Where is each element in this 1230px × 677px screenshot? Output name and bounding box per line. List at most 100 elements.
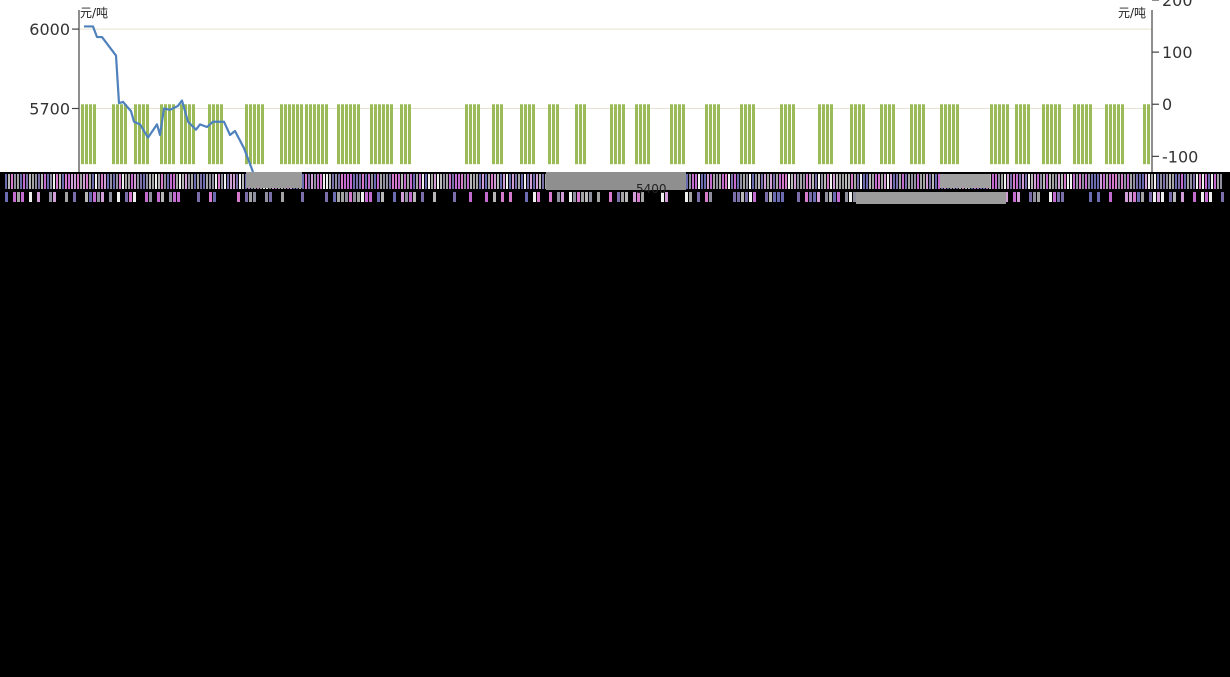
noise-pixel — [1181, 174, 1183, 189]
noise-pixel — [125, 192, 128, 202]
noise-pixel — [737, 174, 739, 189]
right-tick-label: 100 — [1162, 43, 1193, 62]
noise-pixel — [53, 174, 55, 189]
noise-pixel — [813, 192, 816, 202]
noise-pixel — [356, 174, 358, 189]
noise-pixel — [698, 174, 700, 189]
bar — [670, 104, 673, 165]
noise-pixel — [422, 174, 424, 189]
noise-pixel — [389, 174, 391, 189]
noise-pixel — [413, 174, 415, 189]
noise-pixel — [609, 192, 612, 202]
noise-pixel — [817, 192, 820, 202]
bar — [317, 104, 320, 165]
noise-pixel — [95, 174, 97, 189]
noise-pixel — [542, 174, 544, 189]
bar — [378, 104, 381, 165]
noise-pixel — [349, 192, 352, 202]
noise-pixel — [800, 174, 802, 189]
noise-pixel — [86, 174, 88, 189]
bar — [1143, 104, 1146, 165]
noise-pixel — [93, 192, 96, 202]
noise-pixel — [434, 174, 436, 189]
noise-pixel — [230, 174, 232, 189]
noise-pixel — [1209, 192, 1212, 202]
right-tick-label: 200 — [1162, 0, 1193, 10]
noise-pixel — [692, 174, 694, 189]
noise-pixel — [308, 174, 310, 189]
bar — [1015, 104, 1018, 165]
noise-pixel — [329, 174, 331, 189]
price-line — [84, 25, 255, 173]
noise-pixel — [731, 174, 733, 189]
noise-pixel — [755, 174, 757, 189]
noise-pixel — [197, 174, 199, 189]
noise-pixel — [452, 174, 454, 189]
noise-pixel — [1016, 174, 1018, 189]
bar — [850, 104, 853, 165]
noise-pixel — [809, 174, 811, 189]
noise-pixel — [122, 174, 124, 189]
noise-pixel — [50, 174, 52, 189]
bar — [532, 104, 535, 165]
noise-pixel — [1031, 174, 1033, 189]
noise-pixel — [1184, 174, 1186, 189]
noise-pixel — [896, 174, 898, 189]
left-tick-label: 5700 — [29, 99, 70, 118]
noise-pixel — [237, 192, 240, 202]
noise-pixel — [1070, 174, 1072, 189]
noise-pixel — [773, 174, 775, 189]
noise-pixel — [525, 192, 528, 202]
noise-pixel — [233, 174, 235, 189]
noise-pixel — [361, 192, 364, 202]
noise-pixel — [581, 192, 584, 202]
noise-pixel — [830, 174, 832, 189]
noise-pixel — [161, 192, 164, 202]
noise-pixel — [325, 192, 328, 202]
bar — [220, 104, 223, 165]
noise-pixel — [803, 174, 805, 189]
noise-pixel — [182, 174, 184, 189]
noise-pixel — [1208, 174, 1210, 189]
bar — [548, 104, 551, 165]
bar — [382, 104, 385, 165]
noise-pixel — [167, 174, 169, 189]
noise-pixel — [1019, 174, 1021, 189]
noise-pixel — [1097, 192, 1100, 202]
noise-pixel — [791, 174, 793, 189]
bar — [854, 104, 857, 165]
noise-pixel — [89, 174, 91, 189]
noise-block — [940, 174, 990, 188]
noise-pixel — [37, 192, 40, 202]
noise-pixel — [914, 174, 916, 189]
bar — [408, 104, 411, 165]
noise-pixel — [1190, 174, 1192, 189]
noise-pixel — [845, 192, 848, 202]
bar — [337, 104, 340, 165]
noise-pixel — [585, 192, 588, 202]
noise-pixel — [746, 174, 748, 189]
noise-pixel — [1033, 192, 1036, 202]
noise-pixel — [476, 174, 478, 189]
noise-pixel — [47, 174, 49, 189]
noise-block — [856, 192, 1006, 204]
noise-pixel — [176, 174, 178, 189]
noise-pixel — [59, 174, 61, 189]
bar — [1073, 104, 1076, 165]
noise-pixel — [573, 192, 576, 202]
bar — [994, 104, 997, 165]
noise-pixel — [1049, 174, 1051, 189]
bar — [309, 104, 312, 165]
noise-pixel — [1109, 174, 1111, 189]
noise-pixel — [1091, 174, 1093, 189]
noise-pixel — [837, 192, 840, 202]
noise-pixel — [326, 174, 328, 189]
noise-pixel — [431, 174, 433, 189]
noise-pixel — [1052, 174, 1054, 189]
noise-pixel — [537, 192, 540, 202]
noise-pixel — [518, 174, 520, 189]
noise-pixel — [797, 192, 800, 202]
noise-pixel — [998, 174, 1000, 189]
noise-pixel — [765, 192, 768, 202]
noise-pixel — [236, 174, 238, 189]
